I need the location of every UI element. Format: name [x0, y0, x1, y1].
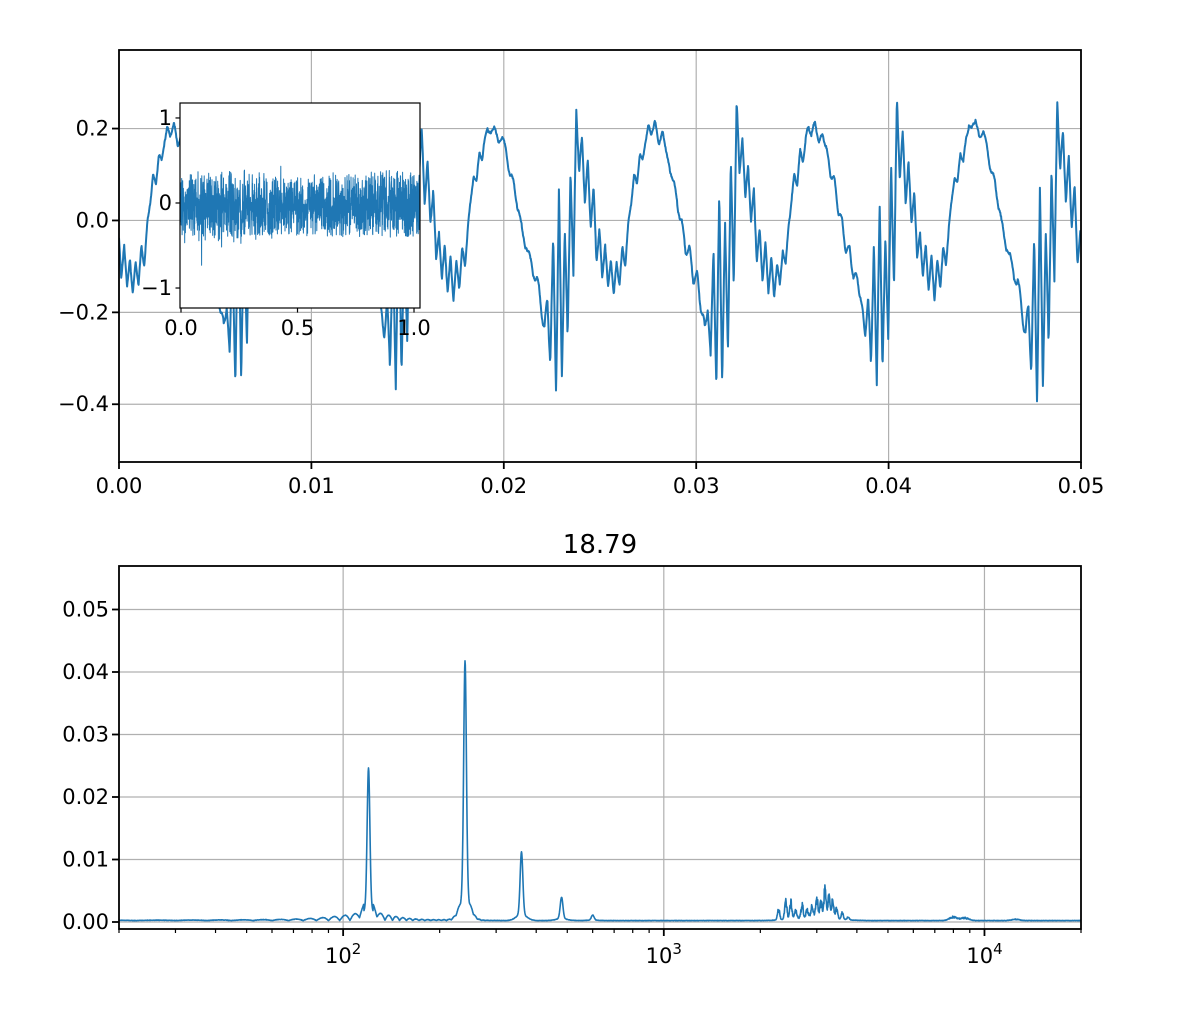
waveform-xtick-label: 0.04: [865, 474, 912, 498]
waveform-tick-labels: 0.00 0.01 0.02 0.03 0.04 0.050.20.0−0.2−0.4: [58, 116, 1104, 498]
spectrum-ytick-label: 0.02: [62, 785, 109, 809]
inset-ytick-label: 1: [159, 106, 172, 130]
spectrum-ytick-label: 0.05: [62, 597, 109, 621]
spectrum-ytick-label: 0.01: [62, 847, 109, 871]
inset-ytick-label: 0: [159, 191, 172, 215]
waveform-ytick-label: −0.2: [58, 300, 109, 324]
spectrum-xtick-label: 104: [966, 940, 1002, 968]
waveform-ytick-label: 0.2: [76, 116, 109, 140]
waveform-xtick-label: 0.05: [1058, 474, 1105, 498]
waveform-ticks: [112, 127, 1082, 469]
magnitude-spectrum-line: [119, 660, 1081, 922]
spectrum-ticks: [112, 608, 986, 936]
inset-ytick-label: −1: [141, 276, 172, 300]
spectrum-minor-ticks: [118, 929, 1082, 933]
spectrum-plot: 102 103 104 0.00 0.01 0.02 0.03 0.04 0.05: [62, 565, 1082, 968]
waveform-ytick-label: 0.0: [76, 208, 109, 232]
spectrum-ytick-label: 0.03: [62, 722, 109, 746]
spectrum-axes-spines: [118, 565, 1082, 930]
spectrum-gridlines: [119, 566, 1081, 929]
waveform-ytick-label: −0.4: [58, 392, 109, 416]
inset-tick-labels: 0.0 0.5 1.0 1 0 −1: [141, 106, 431, 340]
inset-xtick-label: 0.0: [164, 316, 197, 340]
waveform-xtick-label: 0.00: [96, 474, 143, 498]
spectrum-title: 18.79: [563, 530, 637, 560]
inset-xtick-label: 0.5: [281, 316, 314, 340]
spectrum-ytick-label: 0.04: [62, 660, 109, 684]
inset-plot: 0.0 0.5 1.0 1 0 −1: [141, 102, 431, 340]
inset-axes-spines: [179, 102, 421, 309]
inset-xtick-label: 1.0: [397, 316, 430, 340]
inset-ticks: [175, 117, 415, 313]
full-duration-signal-line: [180, 165, 420, 266]
spectrum-tick-labels: 102 103 104 0.00 0.01 0.02 0.03 0.04 0.05: [62, 597, 1002, 968]
waveform-xtick-label: 0.03: [673, 474, 720, 498]
waveform-xtick-label: 0.01: [288, 474, 335, 498]
waveform-xtick-label: 0.02: [480, 474, 527, 498]
spectrum-xtick-label: 102: [325, 940, 361, 968]
spectrum-ytick-label: 0.00: [62, 910, 109, 934]
waveform-axes-spines: [118, 49, 1082, 463]
spectrum-xtick-label: 103: [646, 940, 682, 968]
